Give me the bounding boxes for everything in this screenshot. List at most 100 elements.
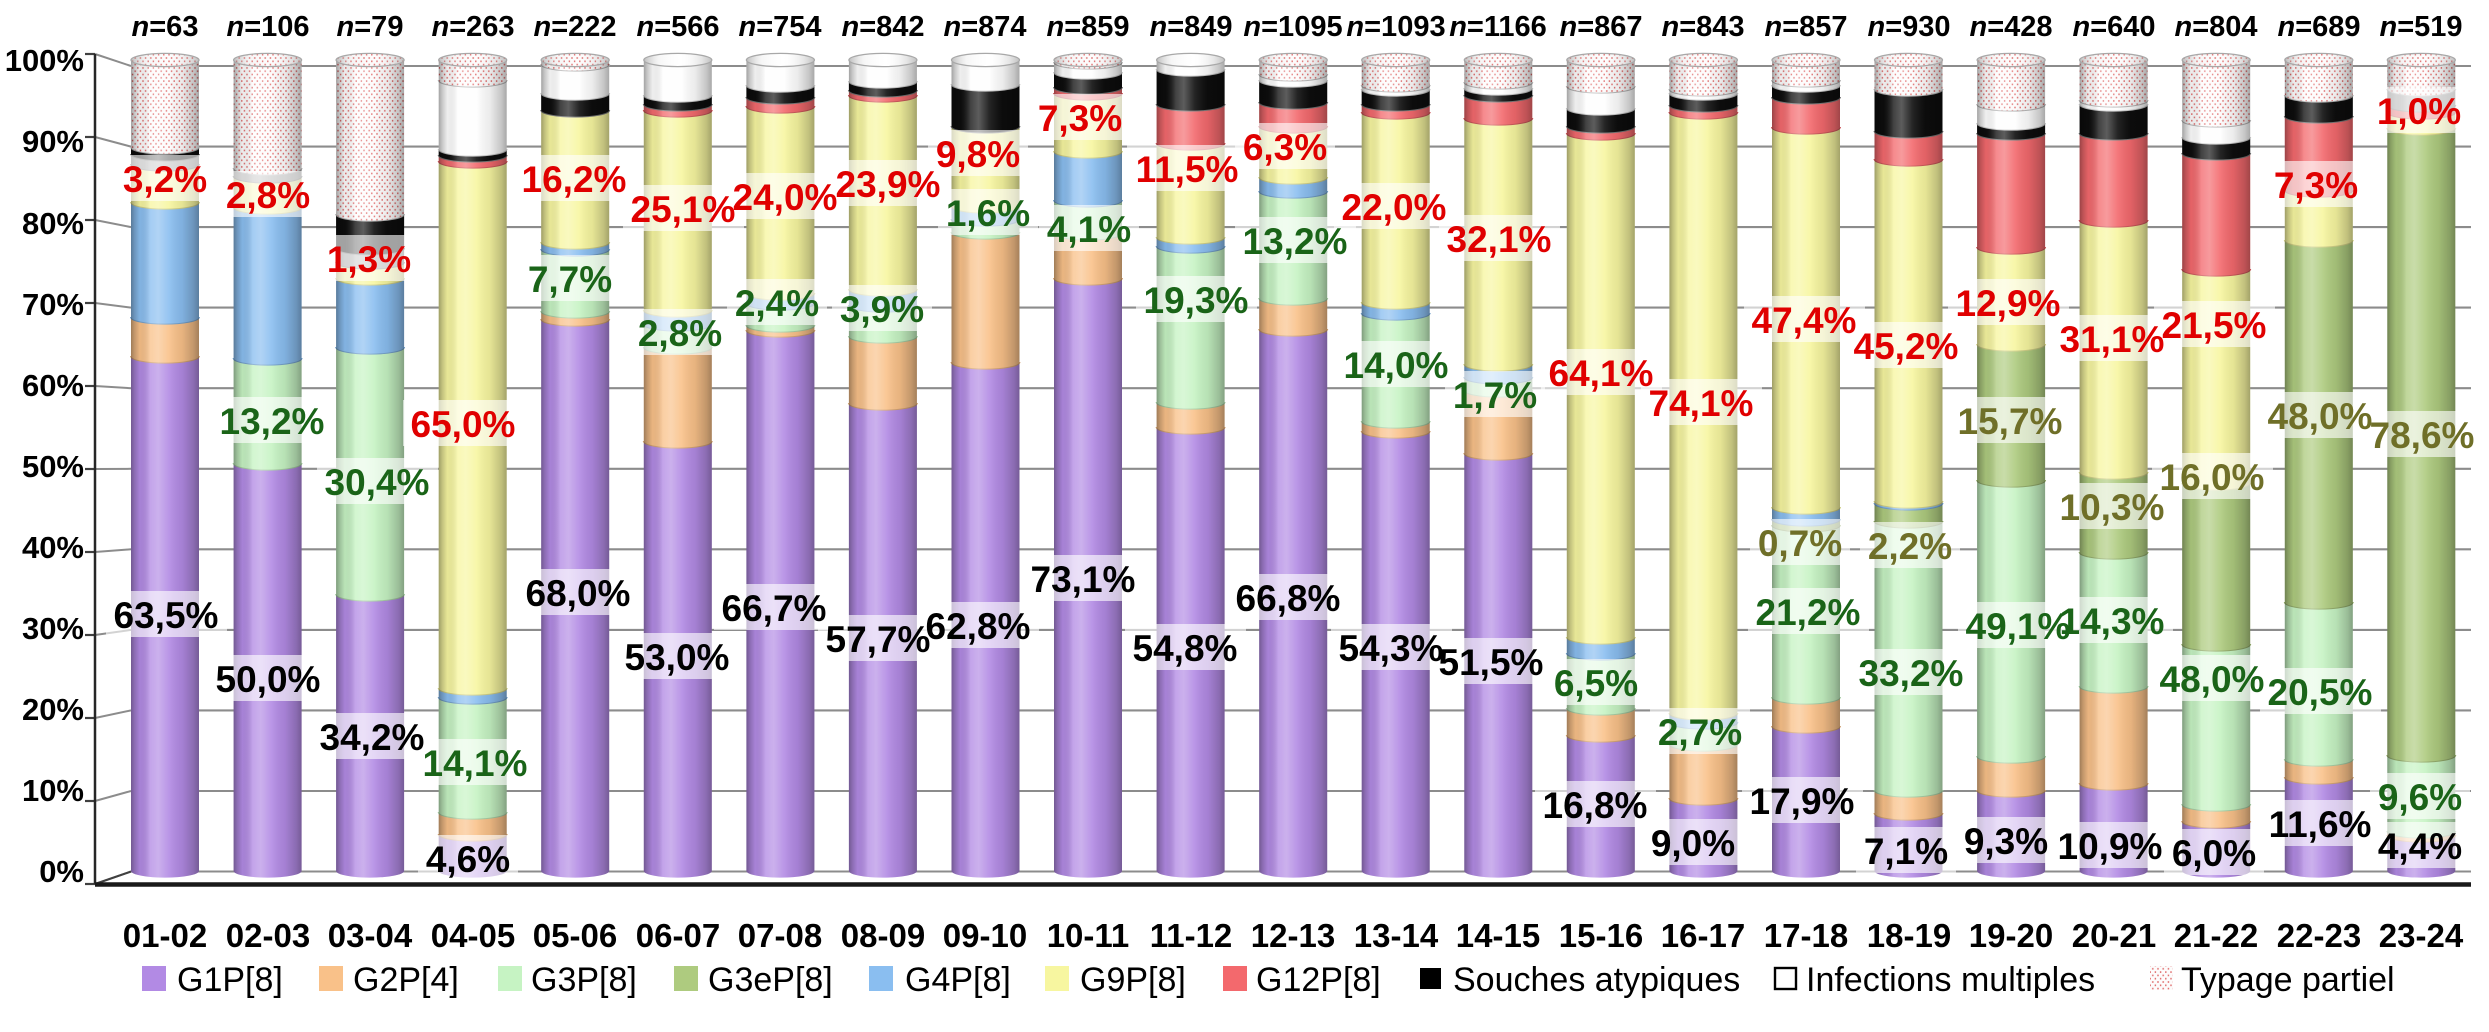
svg-text:Typage partiel: Typage partiel [2181,961,2395,999]
svg-text:Infections multiples: Infections multiples [1806,961,2095,999]
svg-text:1,7%: 1,7% [1453,375,1537,416]
svg-text:51,5%: 51,5% [1439,642,1544,683]
svg-text:n=689: n=689 [2277,11,2360,43]
svg-text:11-12: 11-12 [1150,917,1233,954]
svg-text:32,1%: 32,1% [1447,219,1552,260]
svg-text:0%: 0% [39,854,84,889]
svg-text:n=867: n=867 [1559,11,1642,43]
svg-text:n=849: n=849 [1149,11,1232,43]
svg-text:n=428: n=428 [1969,11,2052,43]
svg-text:n=874: n=874 [943,11,1026,43]
svg-text:22-23: 22-23 [2277,917,2361,954]
svg-text:10%: 10% [22,773,84,808]
svg-text:24,0%: 24,0% [733,177,838,218]
svg-text:18-19: 18-19 [1867,917,1951,954]
svg-text:G2P[4]: G2P[4] [353,961,459,999]
svg-text:50%: 50% [22,449,84,484]
svg-text:n=843: n=843 [1661,11,1744,43]
svg-text:21,2%: 21,2% [1756,592,1861,633]
svg-text:19,3%: 19,3% [1144,280,1249,321]
svg-text:13,2%: 13,2% [220,401,325,442]
svg-text:64,1%: 64,1% [1549,353,1654,394]
svg-text:14,3%: 14,3% [2060,601,2165,642]
svg-text:14,1%: 14,1% [423,743,528,784]
svg-text:n=930: n=930 [1867,11,1950,43]
svg-text:57,7%: 57,7% [826,619,931,660]
svg-text:G12P[8]: G12P[8] [1256,961,1381,999]
svg-text:66,7%: 66,7% [722,588,827,629]
svg-text:2,8%: 2,8% [638,313,722,354]
svg-text:15,7%: 15,7% [1958,401,2063,442]
svg-text:G1P[8]: G1P[8] [177,961,283,999]
svg-text:21-22: 21-22 [2174,917,2258,954]
svg-text:3,2%: 3,2% [123,159,207,200]
svg-text:62,8%: 62,8% [926,606,1031,647]
svg-text:2,2%: 2,2% [1868,526,1952,567]
svg-text:4,6%: 4,6% [426,839,510,880]
svg-text:07-08: 07-08 [738,917,822,954]
svg-text:80%: 80% [22,206,84,241]
svg-text:17,9%: 17,9% [1750,781,1855,822]
svg-text:02-03: 02-03 [226,917,310,954]
svg-text:n=106: n=106 [226,11,309,43]
svg-text:63,5%: 63,5% [114,595,219,636]
svg-text:66,8%: 66,8% [1236,578,1341,619]
svg-text:2,7%: 2,7% [1658,712,1742,753]
svg-text:03-04: 03-04 [328,917,413,954]
svg-text:9,8%: 9,8% [936,134,1020,175]
svg-text:17-18: 17-18 [1764,917,1848,954]
svg-text:04-05: 04-05 [431,917,515,954]
svg-text:12,9%: 12,9% [1956,283,2061,324]
svg-text:31,1%: 31,1% [2060,319,2165,360]
svg-text:48,0%: 48,0% [2160,659,2265,700]
svg-text:2,8%: 2,8% [226,175,310,216]
svg-text:22,0%: 22,0% [1342,187,1447,228]
svg-text:n=63: n=63 [132,11,199,43]
svg-text:34,2%: 34,2% [320,717,425,758]
svg-text:90%: 90% [22,124,84,159]
svg-text:3,9%: 3,9% [840,289,924,330]
svg-text:12-13: 12-13 [1251,917,1335,954]
svg-text:1,3%: 1,3% [327,239,411,280]
svg-text:47,4%: 47,4% [1752,300,1857,341]
svg-text:16,8%: 16,8% [1543,785,1648,826]
svg-text:16,2%: 16,2% [522,159,627,200]
svg-text:G3P[8]: G3P[8] [531,961,637,999]
svg-text:11,6%: 11,6% [2269,804,2372,845]
svg-text:23,9%: 23,9% [836,164,941,205]
svg-text:21,5%: 21,5% [2162,305,2267,346]
svg-text:1,0%: 1,0% [2377,91,2461,132]
svg-text:33,2%: 33,2% [1859,653,1964,694]
svg-text:G9P[8]: G9P[8] [1080,961,1186,999]
svg-text:54,3%: 54,3% [1339,628,1444,669]
svg-text:25,1%: 25,1% [631,189,736,230]
svg-text:10,9%: 10,9% [2058,826,2163,867]
svg-text:11,5%: 11,5% [1136,149,1239,190]
svg-text:60%: 60% [22,368,84,403]
svg-text:14,0%: 14,0% [1344,345,1449,386]
svg-text:48,0%: 48,0% [2268,396,2373,437]
svg-text:4,4%: 4,4% [2378,826,2462,867]
svg-text:n=842: n=842 [841,11,924,43]
svg-text:30,4%: 30,4% [325,462,430,503]
svg-text:78,6%: 78,6% [2370,415,2475,456]
svg-text:n=640: n=640 [2072,11,2155,43]
svg-text:23-24: 23-24 [2379,917,2464,954]
svg-text:2,4%: 2,4% [735,283,819,324]
svg-text:9,3%: 9,3% [1964,821,2048,862]
svg-text:16,0%: 16,0% [2160,457,2265,498]
svg-text:20%: 20% [22,692,84,727]
svg-text:6,5%: 6,5% [1554,663,1638,704]
svg-text:65,0%: 65,0% [411,404,516,445]
svg-text:n=263: n=263 [431,11,514,43]
svg-text:08-09: 08-09 [841,917,925,954]
svg-text:20,5%: 20,5% [2268,672,2373,713]
svg-text:0,7%: 0,7% [1758,523,1842,564]
svg-text:30%: 30% [22,611,84,646]
svg-text:n=857: n=857 [1764,11,1847,43]
svg-text:7,3%: 7,3% [1038,98,1122,139]
svg-text:49,1%: 49,1% [1966,606,2071,647]
svg-text:n=859: n=859 [1046,11,1129,43]
svg-text:01-02: 01-02 [123,917,207,954]
svg-text:n=1095: n=1095 [1243,11,1342,43]
